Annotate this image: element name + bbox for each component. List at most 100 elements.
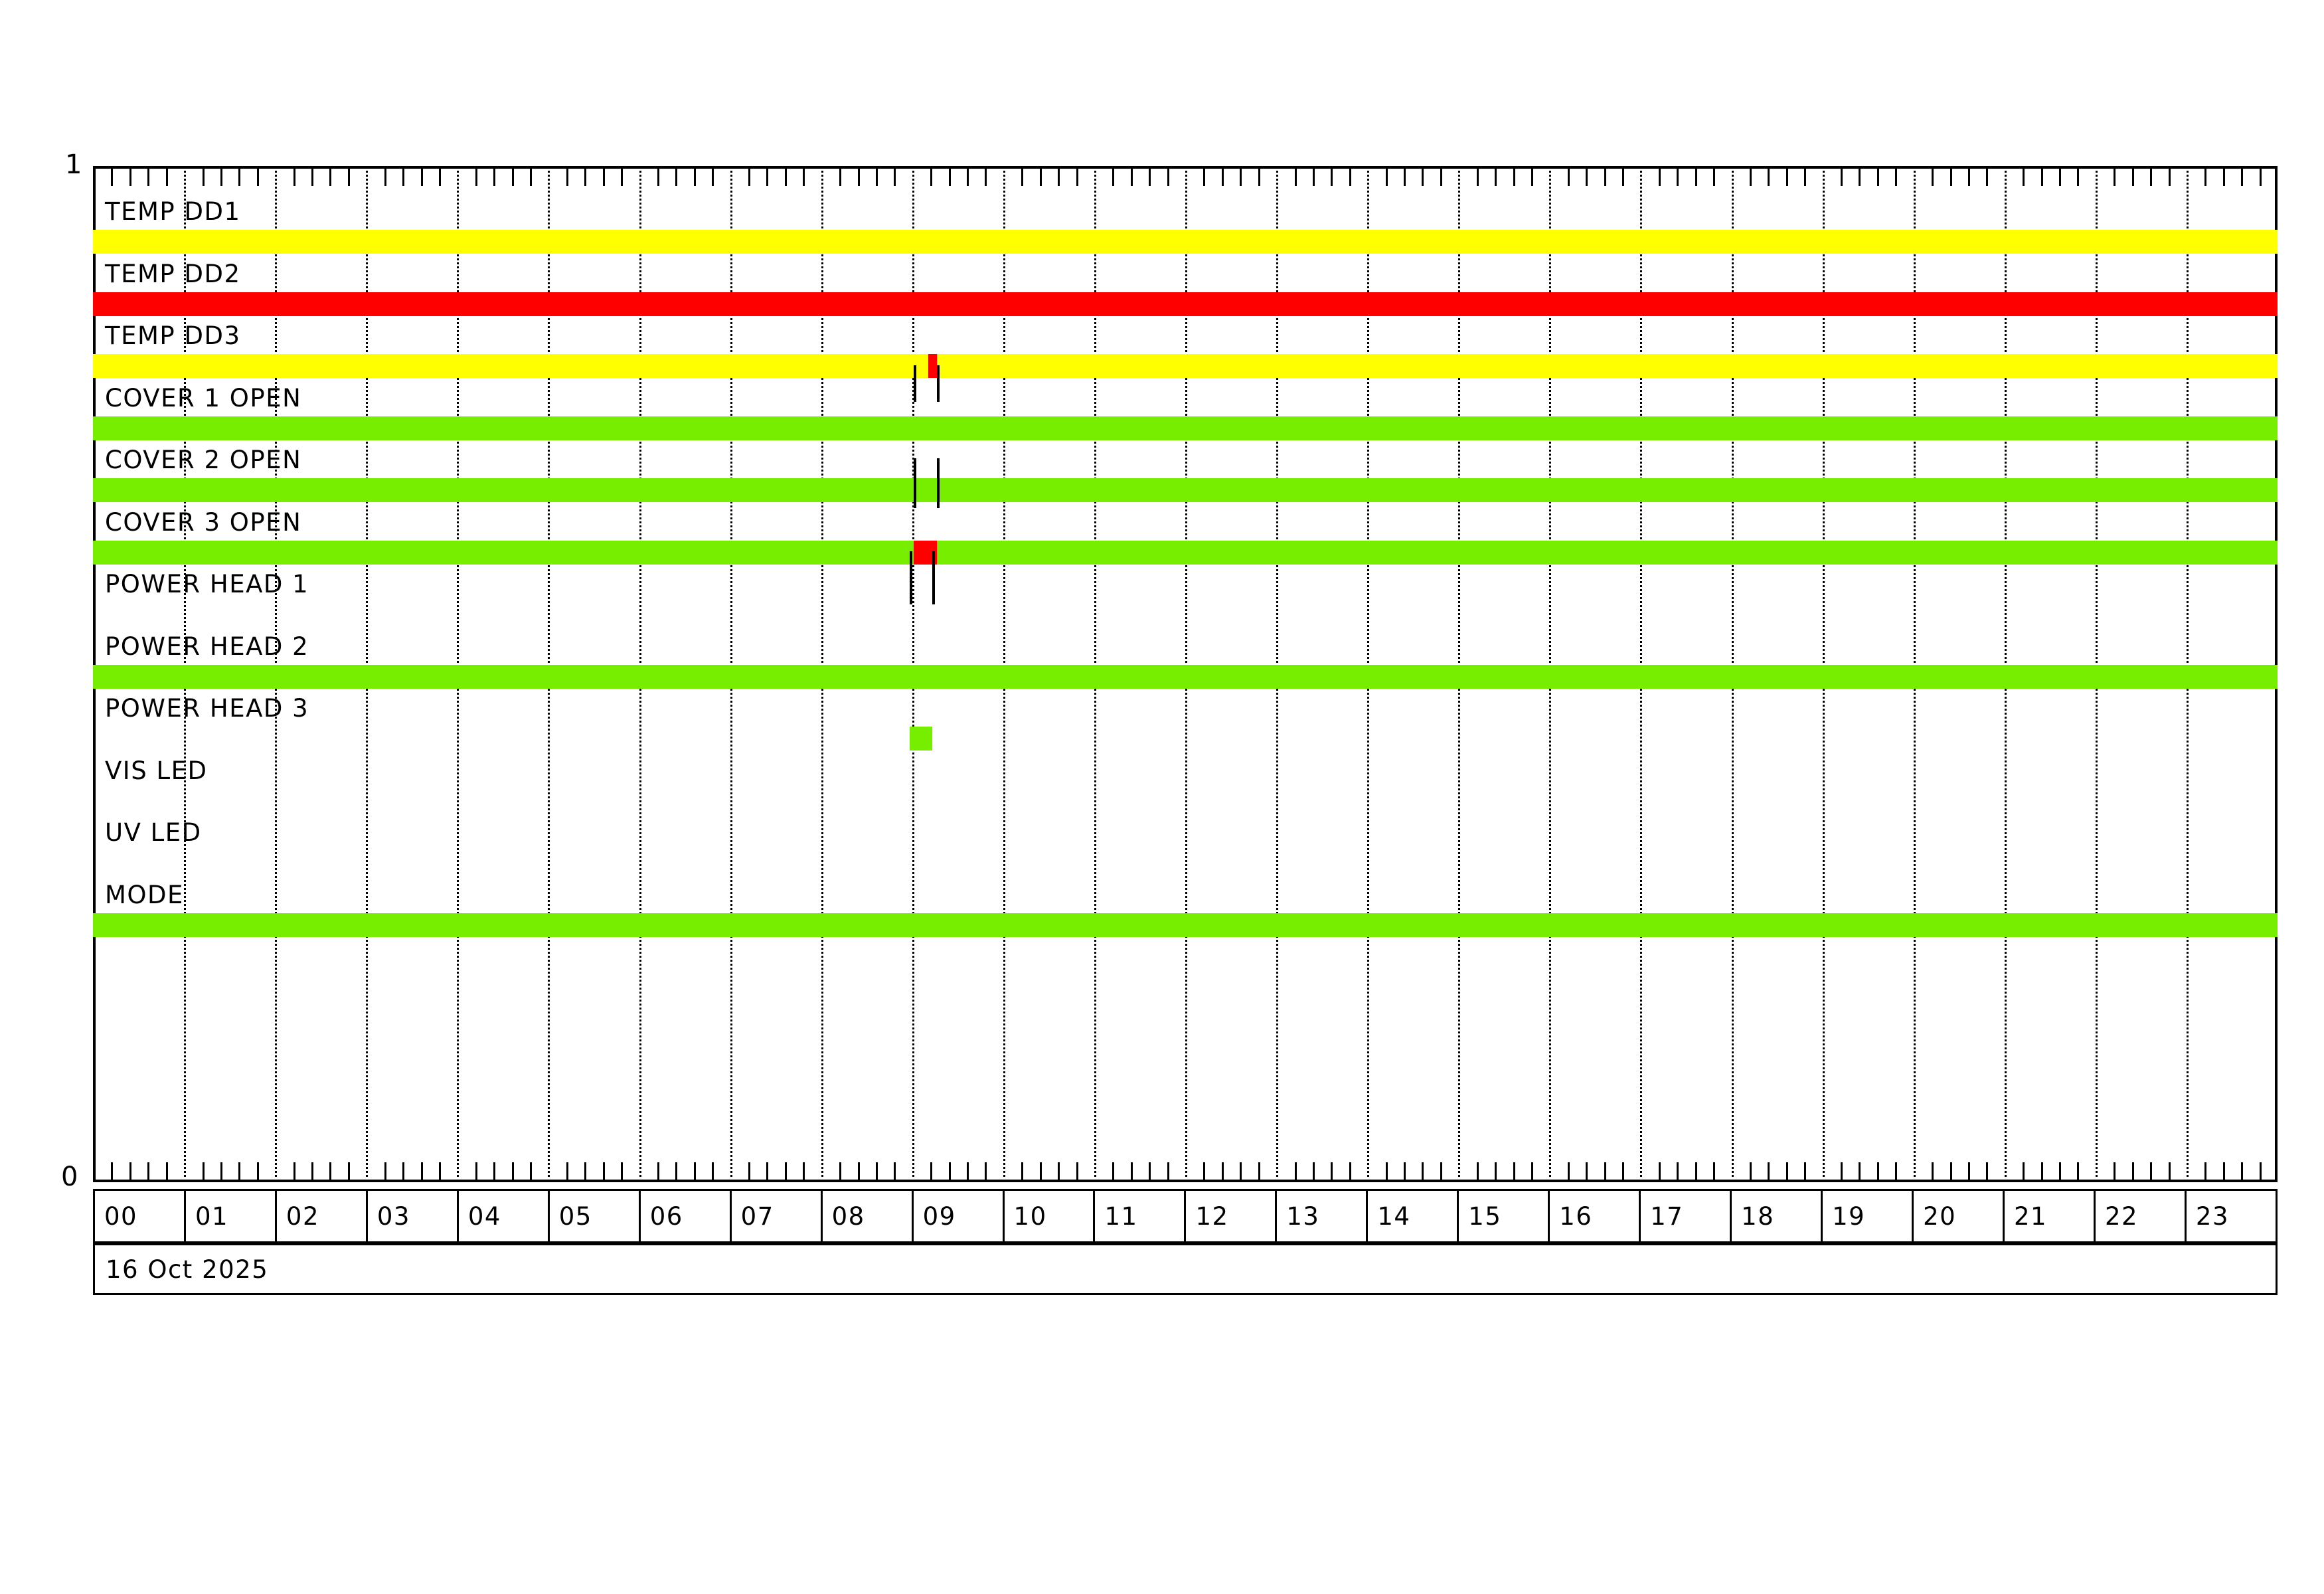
axis-minor-tick xyxy=(1967,1162,1970,1180)
axis-minor-tick xyxy=(1932,1162,1934,1180)
axis-minor-tick xyxy=(2241,169,2244,186)
hour-label-20: 20 xyxy=(1914,1191,2005,1241)
axis-minor-tick xyxy=(1258,1162,1260,1180)
axis-minor-tick xyxy=(875,169,878,186)
axis-minor-tick xyxy=(1076,1162,1078,1180)
hour-label-23: 23 xyxy=(2195,1201,2230,1231)
hour-axis-band: 00 01 02 03 04 05 06 07 08 09 10 11 12 13 14 15 16 17 18 19… xyxy=(93,1189,2278,1243)
axis-minor-tick xyxy=(1713,169,1716,186)
axis-minor-tick xyxy=(1658,169,1661,186)
axis-minor-tick xyxy=(1149,169,1151,186)
axis-minor-tick xyxy=(894,169,896,186)
axis-minor-tick xyxy=(985,1162,987,1180)
axis-minor-tick xyxy=(129,169,131,186)
hour-label-06: 06 xyxy=(641,1191,732,1241)
axis-minor-tick xyxy=(1221,1162,1224,1180)
axis-minor-tick xyxy=(1149,1162,1151,1180)
axis-minor-tick xyxy=(1895,1162,1898,1180)
axis-minor-tick xyxy=(1695,169,1697,186)
axis-minor-tick xyxy=(1768,1162,1770,1180)
axis-minor-tick xyxy=(1513,1162,1515,1180)
axis-minor-tick xyxy=(1622,1162,1624,1180)
axis-minor-tick xyxy=(256,169,259,186)
axis-minor-tick xyxy=(129,1162,131,1180)
axis-minor-tick xyxy=(2023,169,2025,186)
axis-minor-tick xyxy=(1804,1162,1807,1180)
hour-label-12: 12 xyxy=(1186,1191,1278,1241)
hour-label-17: 17 xyxy=(1641,1191,1732,1241)
axis-minor-tick xyxy=(948,1162,951,1180)
channel-label-uv-led: UV LED xyxy=(105,818,202,847)
axis-minor-tick xyxy=(1021,1162,1024,1180)
axis-minor-tick xyxy=(1021,169,1024,186)
channel-label-cover-3-open: COVER 3 OPEN xyxy=(105,507,302,537)
axis-minor-tick xyxy=(1076,169,1078,186)
axis-minor-tick xyxy=(1167,1162,1169,1180)
axis-minor-tick xyxy=(1203,1162,1206,1180)
hour-label-07: 07 xyxy=(732,1191,823,1241)
axis-minor-tick xyxy=(402,1162,405,1180)
axis-minor-tick xyxy=(766,169,769,186)
status-bar-temp-dd2 xyxy=(93,292,2278,316)
axis-minor-tick xyxy=(1804,169,1807,186)
axis-minor-tick xyxy=(602,1162,605,1180)
axis-minor-tick xyxy=(202,169,205,186)
axis-minor-tick xyxy=(566,169,568,186)
event-marker-line xyxy=(914,365,917,402)
axis-minor-tick xyxy=(420,1162,423,1180)
axis-minor-tick xyxy=(384,1162,386,1180)
axis-minor-tick xyxy=(1422,169,1424,186)
axis-minor-tick xyxy=(1331,1162,1333,1180)
axis-minor-tick xyxy=(293,1162,295,1180)
axis-minor-tick xyxy=(2259,1162,2262,1180)
axis-minor-tick xyxy=(2204,169,2207,186)
hour-label-01: 01 xyxy=(186,1191,277,1241)
hour-label-21: 21 xyxy=(2005,1191,2096,1241)
axis-minor-tick xyxy=(1130,169,1133,186)
status-segment-power-head-3 xyxy=(909,727,932,751)
hour-label-19: 19 xyxy=(1823,1191,1914,1241)
axis-minor-tick xyxy=(930,1162,933,1180)
axis-minor-tick xyxy=(857,169,860,186)
axis-minor-tick xyxy=(712,1162,714,1180)
axis-minor-tick xyxy=(930,169,933,186)
axis-minor-tick xyxy=(1112,1162,1115,1180)
axis-minor-tick xyxy=(602,169,605,186)
axis-minor-tick xyxy=(1986,1162,1989,1180)
axis-minor-tick xyxy=(621,1162,623,1180)
axis-minor-tick xyxy=(493,1162,496,1180)
event-marker-line xyxy=(909,551,912,604)
axis-minor-tick xyxy=(1440,169,1442,186)
axis-minor-tick xyxy=(1895,169,1898,186)
hour-label-11: 11 xyxy=(1095,1191,1187,1241)
axis-minor-tick xyxy=(530,169,532,186)
axis-minor-tick xyxy=(1932,169,1934,186)
axis-minor-tick xyxy=(1768,169,1770,186)
axis-minor-tick xyxy=(693,1162,696,1180)
axis-minor-tick xyxy=(202,1162,205,1180)
axis-minor-tick xyxy=(1841,1162,1843,1180)
axis-minor-tick xyxy=(1385,169,1388,186)
hour-label-08: 08 xyxy=(823,1191,914,1241)
channel-label-power-head-2: POWER HEAD 2 xyxy=(105,632,309,661)
axis-minor-tick xyxy=(1476,1162,1479,1180)
axis-minor-tick xyxy=(438,1162,441,1180)
axis-minor-tick xyxy=(311,169,313,186)
axis-minor-tick xyxy=(657,1162,659,1180)
status-bar-cover-3-open xyxy=(93,540,2278,565)
axis-minor-tick xyxy=(2040,169,2043,186)
axis-minor-tick xyxy=(2222,1162,2225,1180)
axis-minor-tick xyxy=(2131,1162,2134,1180)
axis-minor-tick xyxy=(1112,169,1115,186)
axis-minor-tick xyxy=(2077,1162,2080,1180)
axis-minor-tick xyxy=(1876,169,1879,186)
axis-minor-tick xyxy=(1749,1162,1752,1180)
axis-minor-tick xyxy=(566,1162,568,1180)
status-bar-power-head-2 xyxy=(93,664,2278,689)
axis-minor-tick xyxy=(1513,169,1515,186)
axis-minor-tick xyxy=(1695,1162,1697,1180)
axis-minor-tick xyxy=(1240,169,1242,186)
axis-minor-tick xyxy=(147,1162,150,1180)
axis-minor-tick xyxy=(1167,169,1169,186)
channel-label-temp-dd3: TEMP DD3 xyxy=(105,321,241,350)
